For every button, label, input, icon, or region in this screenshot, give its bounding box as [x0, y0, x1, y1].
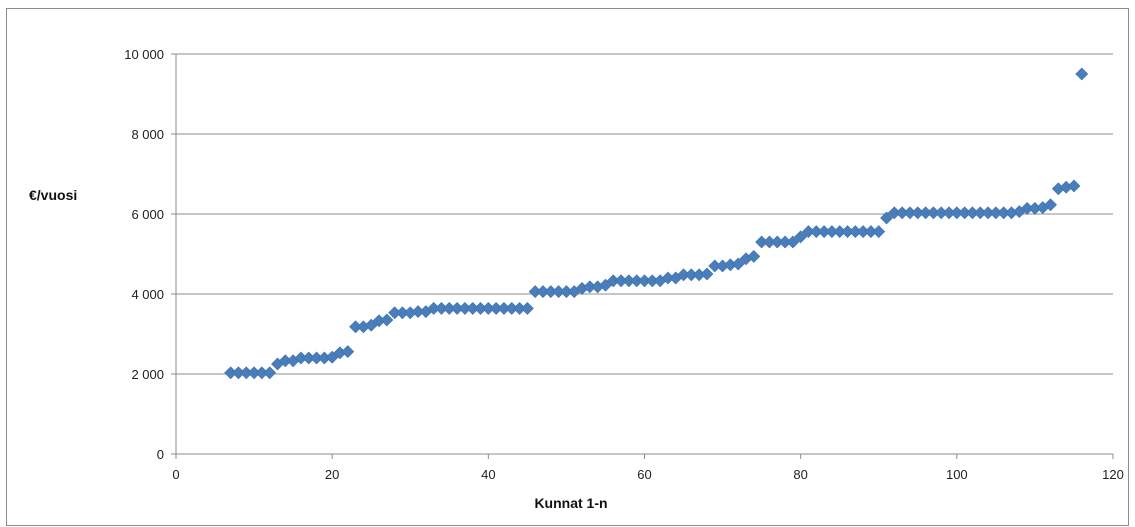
data-point — [794, 230, 808, 244]
data-point — [263, 366, 277, 380]
data-point — [341, 345, 355, 359]
x-tick-label: 20 — [325, 467, 339, 482]
data-point — [786, 235, 800, 249]
x-tick-label: 80 — [793, 467, 807, 482]
y-tick-label: 2 000 — [131, 367, 164, 382]
scatter-chart: 0 2 000 4 000 6 000 8 000 10 000 0 20 40 60 80 100 1… — [29, 47, 1124, 511]
x-tick-label: 40 — [481, 467, 495, 482]
data-point — [1044, 198, 1057, 212]
y-tick-label: 8 000 — [131, 127, 164, 142]
x-axis-title: Kunnat 1-n — [534, 495, 607, 511]
data-point — [1067, 179, 1081, 193]
y-tick-label: 6 000 — [131, 207, 164, 222]
data-point — [520, 301, 534, 315]
x-tick-label: 0 — [172, 467, 179, 482]
chart-area: 0 2 000 4 000 6 000 8 000 10 000 0 20 40 60 80 100 1… — [6, 8, 1129, 526]
data-point — [1075, 67, 1089, 81]
data-point — [747, 249, 761, 263]
data-point — [731, 257, 745, 271]
y-tick-label: 4 000 — [131, 287, 164, 302]
data-point — [380, 313, 394, 327]
data-point — [700, 267, 714, 281]
data-point — [880, 211, 893, 225]
data-points — [224, 67, 1089, 380]
y-tick-label: 0 — [157, 447, 164, 462]
y-axis-title: €/vuosi — [29, 187, 77, 203]
x-tick-label: 60 — [637, 467, 651, 482]
x-tick-label: 120 — [1102, 467, 1124, 482]
gridlines — [171, 53, 1114, 459]
y-tick-label: 10 000 — [124, 47, 164, 62]
x-tick-label: 100 — [946, 467, 968, 482]
tick-labels: 0 2 000 4 000 6 000 8 000 10 000 0 20 40 60 80 100 1… — [124, 47, 1124, 482]
data-point — [872, 225, 886, 239]
